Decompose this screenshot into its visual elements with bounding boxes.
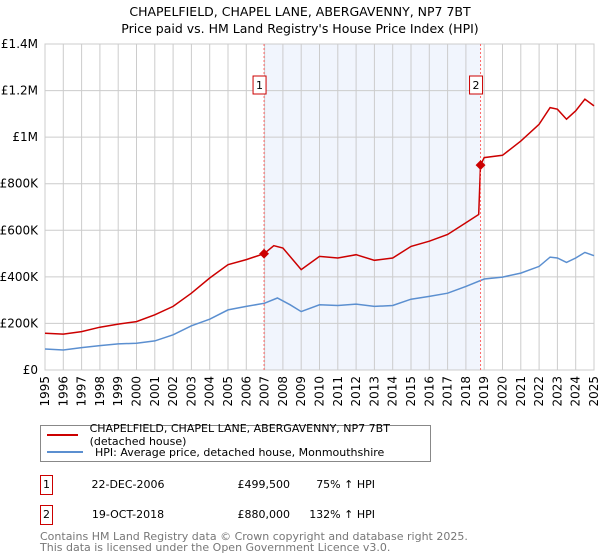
x-tick-label: 2025 [587,376,600,407]
x-tick-label: 2018 [459,376,473,407]
legend-item-property: CHAPELFIELD, CHAPEL LANE, ABERGAVENNY, N… [47,422,430,448]
x-tick-label: 2020 [496,376,510,407]
legend-swatch-blue [47,451,83,453]
x-tick-label: 1995 [38,376,52,407]
chart-subtitle: Price paid vs. HM Land Registry's House … [121,21,478,36]
transaction-price: £499,500 [237,478,291,491]
x-tick-label: 2013 [367,376,381,407]
annotation-box [469,75,484,95]
x-tick-label: 1997 [75,376,89,407]
legend-label: HPI: Average price, detached house, Monm… [95,445,385,459]
shaded-period [264,44,481,370]
y-tick-label: £1M [12,130,38,144]
x-tick-label: 2019 [477,376,491,407]
x-tick-label: 2016 [422,376,436,407]
x-tick-label: 2007 [258,376,272,407]
x-tick-label: 2022 [532,376,546,407]
x-tick-label: 2021 [514,376,528,407]
sale-point [259,248,270,259]
annotation-label: 1 [256,79,263,92]
x-tick-label: 2011 [331,376,345,407]
x-tick-label: 2024 [569,376,583,407]
chart-title: CHAPELFIELD, CHAPEL LANE, ABERGAVENNY, N… [129,4,471,19]
x-tick-label: 1996 [56,376,70,407]
x-tick-label: 1998 [93,376,107,407]
transaction-date: 19-OCT-2018 [91,508,165,521]
y-tick-label: £1.4M [1,37,38,51]
transaction-date: 22-DEC-2006 [91,478,165,491]
transaction-row: 2 19-OCT-2018 £880,000 132% ↑ HPI [40,505,440,525]
transaction-row: 1 22-DEC-2006 £499,500 75% ↑ HPI [40,475,440,495]
property-price-line [44,98,595,335]
legend-item-hpi: HPI: Average price, detached house, Monm… [47,444,384,460]
y-tick-label: £1.2M [1,84,38,98]
x-tick-label: 2014 [386,376,400,407]
x-tick-label: 2006 [239,376,253,407]
x-tick-label: 2015 [404,376,418,407]
transaction-hpi: 75% ↑ HPI [316,478,375,491]
x-tick-label: 2003 [184,376,198,407]
legend: CHAPELFIELD, CHAPEL LANE, ABERGAVENNY, N… [40,422,431,462]
price-chart: CHAPELFIELD, CHAPEL LANE, ABERGAVENNY, N… [0,4,600,407]
transaction-number: 2 [40,505,53,525]
x-tick-label: 2000 [130,376,144,407]
x-tick-label: 2023 [550,376,564,407]
x-tick-label: 2005 [221,376,235,407]
x-tick-label: 2002 [166,376,180,407]
y-tick-label: £400K [0,270,39,284]
hpi-line [44,251,595,351]
x-tick-label: 2001 [148,376,162,407]
transaction-price: £880,000 [237,508,291,521]
y-tick-label: £200K [0,316,39,330]
footer: Contains HM Land Registry data © Crown c… [40,531,468,553]
annotation-box [252,75,267,95]
x-tick-label: 2008 [276,376,290,407]
x-tick-label: 2012 [349,376,363,407]
footer-line: This data is licensed under the Open Gov… [40,541,391,554]
x-tick-label: 2009 [294,376,308,407]
legend-swatch-red [47,434,78,436]
annotation-label: 2 [473,79,480,92]
transaction-hpi: 132% ↑ HPI [309,508,375,521]
transaction-number: 1 [40,475,53,495]
x-tick-label: 2017 [441,376,455,407]
legend-label: CHAPELFIELD, CHAPEL LANE, ABERGAVENNY, N… [89,422,390,448]
x-tick-label: 1999 [111,376,125,407]
y-tick-label: £600K [0,223,39,237]
y-tick-label: £800K [0,177,39,191]
x-tick-label: 2004 [203,376,217,407]
sale-point [475,160,486,171]
footer-line: Contains HM Land Registry data © Crown c… [40,530,468,543]
x-tick-label: 2010 [313,376,327,407]
y-tick-label: £0 [23,363,38,377]
